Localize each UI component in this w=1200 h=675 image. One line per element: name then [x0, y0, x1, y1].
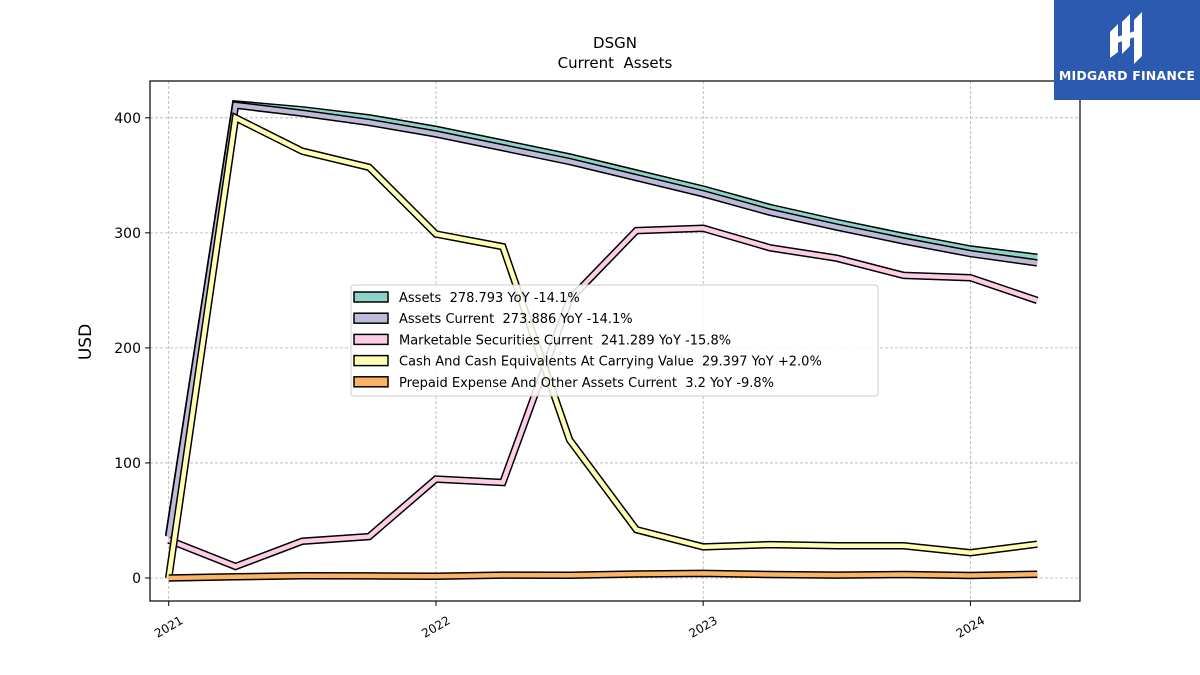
series-line-2: [167, 226, 1038, 569]
midgard-logo-icon: [1110, 12, 1142, 64]
legend-label-0: Assets 278.793 YoY -14.1%: [399, 291, 580, 306]
legend-swatch-4: [353, 376, 389, 388]
x-tick-label: 2023: [686, 613, 719, 640]
series-line-4: [168, 571, 1038, 581]
legend-box: [350, 284, 879, 397]
y-axis-label: USD: [76, 324, 96, 360]
x-tick-label: 2024: [954, 613, 987, 640]
legend-swatch-3: [353, 354, 389, 367]
legend-label-4: Prepaid Expense And Other Assets Current…: [399, 376, 774, 391]
y-tick-label: 300: [114, 226, 141, 242]
legend: Assets 278.793 YoY -14.1% Assets Current …: [350, 284, 879, 397]
logo-text: MIDGARD FINANCE: [1058, 68, 1196, 83]
legend-swatch-2: [353, 333, 389, 346]
y-tick-label: 400: [114, 111, 141, 127]
series-outline-2: [167, 224, 1039, 571]
legend-label-3: Cash And Cash Equivalents At Carrying Va…: [399, 355, 822, 370]
y-tick-label: 200: [114, 341, 141, 357]
legend-swatch-1: [353, 312, 389, 324]
series-line-1: [166, 102, 1038, 537]
series-line-3: [166, 114, 1038, 579]
y-tick-label: 0: [132, 571, 141, 587]
x-tick-label: 2022: [419, 613, 452, 640]
legend-swatch-0: [353, 291, 389, 303]
chart-subtitle: Current Assets: [558, 54, 673, 72]
y-tick-label: 100: [114, 456, 141, 472]
legend-label-1: Assets Current 273.886 YoY -14.1%: [399, 312, 633, 327]
brand-logo: MIDGARD FINANCE: [1054, 0, 1200, 100]
chart-title: DSGN: [593, 34, 637, 52]
legend-label-2: Marketable Securities Current 241.289 Yo…: [399, 333, 731, 348]
x-tick-label: 2021: [152, 613, 185, 640]
plot-frame: [149, 80, 1081, 602]
